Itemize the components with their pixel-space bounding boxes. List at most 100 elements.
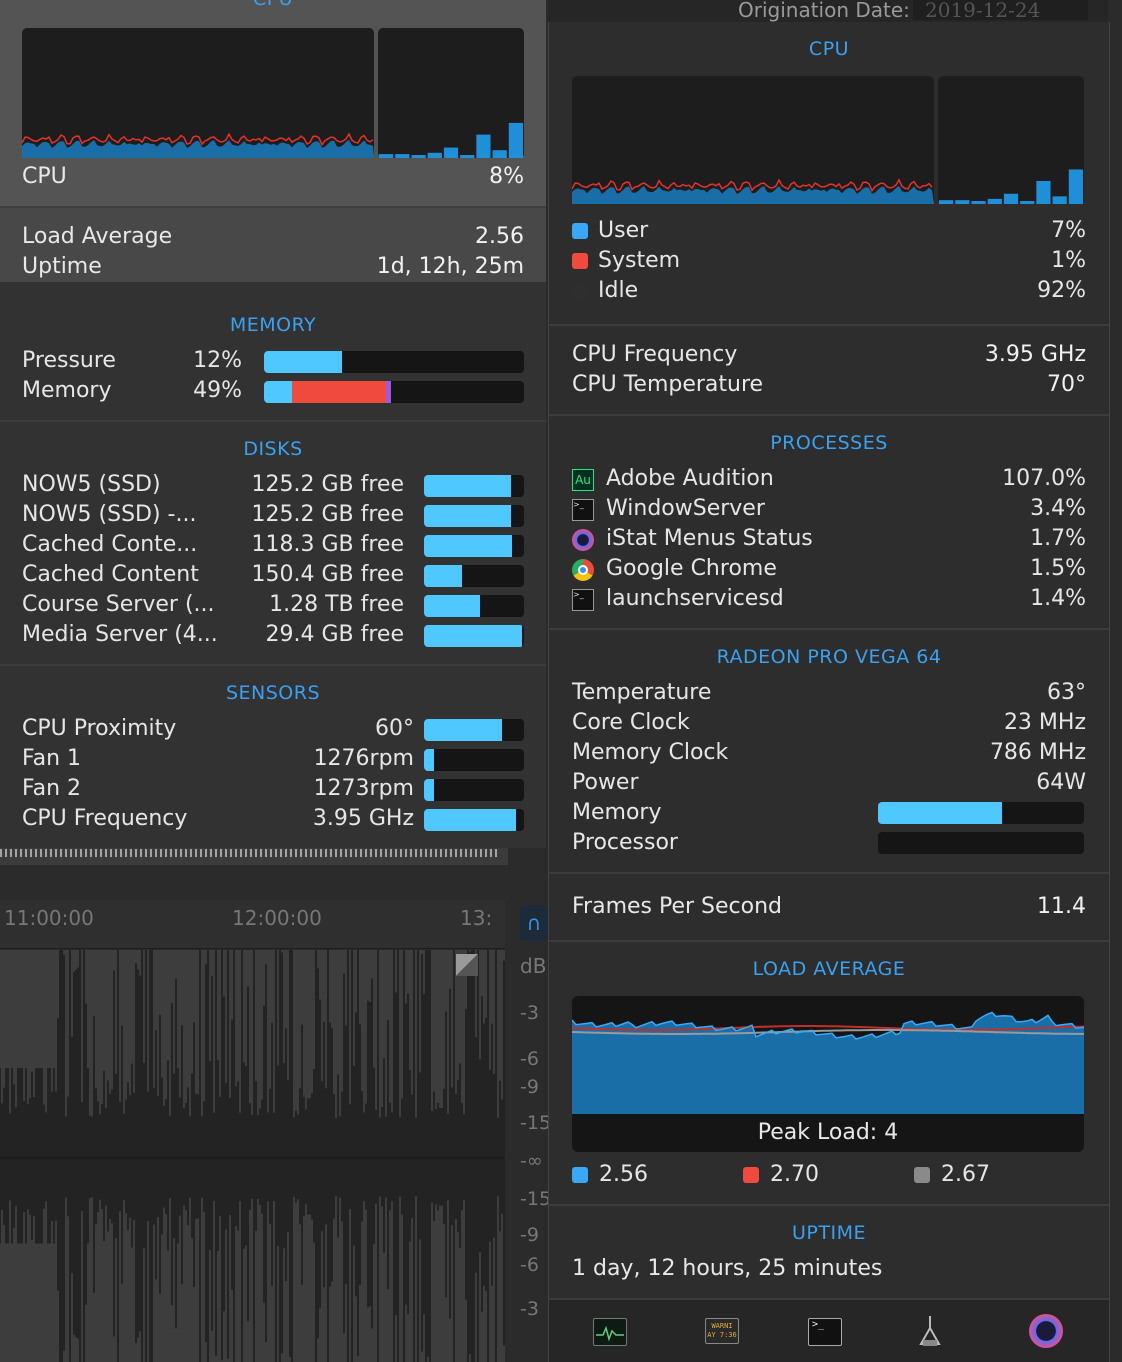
disk-bar-fill — [424, 595, 480, 617]
istat-left-panel: CPU CPU 8% Load Average 2.56 Uptime 1d, … — [0, 0, 546, 848]
disk-name: Cached Content — [22, 562, 199, 587]
breakdown-label: System — [598, 248, 681, 273]
process-value: 3.4% — [1030, 496, 1086, 521]
origination-value[interactable]: 2019-12-24 — [913, 0, 1088, 22]
timeline-tick: 12:00:00 — [232, 906, 322, 930]
fps-label: Frames Per Second — [572, 894, 783, 919]
cpu-history-graph — [22, 28, 374, 158]
gpu-stat-label: Power — [572, 770, 639, 795]
gpu-stat-label: Memory Clock — [572, 740, 729, 765]
sensor-bar-fill — [424, 809, 516, 831]
load-swatch — [743, 1167, 759, 1183]
timeline-tick: 13: — [460, 906, 493, 930]
disk-name: Cached Conte... — [22, 532, 198, 557]
disk-bar-fill — [424, 505, 511, 527]
db-tick: -9 — [520, 1076, 539, 1098]
uptime-label: Uptime — [22, 254, 102, 279]
disks-title: DISKS — [243, 438, 303, 460]
load-value: 2.67 — [941, 1162, 990, 1187]
cpu-section: CPU CPU 8% — [0, 0, 546, 206]
cpu-title: CPU — [0, 0, 546, 10]
process-value: 1.5% — [1030, 556, 1086, 581]
disk-bar — [424, 565, 524, 587]
disk-free: 125.2 GB free — [251, 502, 405, 527]
headphones-icon[interactable]: ∩ — [520, 905, 548, 941]
cpu-temperature-value: 70° — [1047, 372, 1086, 397]
memory-label: Pressure — [22, 348, 116, 373]
sensor-name: Fan 1 — [22, 746, 82, 771]
load-average-title: LOAD AVERAGE — [752, 958, 906, 980]
process-name[interactable]: launchservicesd — [606, 586, 784, 611]
db-tick: -6 — [520, 1254, 539, 1276]
process-name[interactable]: iStat Menus Status — [606, 526, 813, 551]
memory-value: 49% — [193, 378, 242, 403]
process-name[interactable]: Adobe Audition — [606, 466, 774, 491]
load-average-graph-box: Peak Load: 4 — [572, 996, 1084, 1152]
activity-monitor-icon[interactable] — [593, 1318, 627, 1346]
db-label: dB — [520, 954, 547, 978]
gpu-stat-value: 786 MHz — [989, 740, 1086, 765]
memory-title: MEMORY — [229, 314, 317, 336]
chrome-icon — [572, 559, 594, 581]
process-value: 1.7% — [1030, 526, 1086, 551]
istat-icon[interactable] — [1029, 1314, 1063, 1348]
gpu-processor-bar — [878, 832, 1084, 854]
sensor-bar — [424, 749, 524, 771]
disk-free: 29.4 GB free — [265, 622, 405, 647]
disk-name: Course Server (... — [22, 592, 215, 617]
process-value: 1.4% — [1030, 586, 1086, 611]
fps-value: 11.4 — [1037, 894, 1086, 919]
terminal-icon: >_ — [572, 589, 594, 611]
cpu-value: 8% — [489, 164, 524, 189]
load-section: Load Average 2.56 Uptime 1d, 12h, 25m — [0, 208, 546, 282]
resize-handle-icon[interactable] — [456, 954, 478, 976]
toolbar: WARNI AY 7:36 >_ — [549, 1300, 1109, 1362]
terminal-icon: >_ — [572, 499, 594, 521]
uptime-value: 1d, 12h, 25m — [376, 254, 524, 279]
memory-bar — [264, 381, 524, 403]
gpu-stat-label: Temperature — [572, 680, 712, 705]
breakdown-value: 1% — [1051, 248, 1086, 273]
terminal-icon[interactable]: >_ — [808, 1318, 842, 1346]
db-tick: -3 — [520, 1002, 539, 1024]
sensor-bar — [424, 779, 524, 801]
disk-bar-fill — [424, 625, 522, 647]
istat-right-panel: CPU CPU Frequency 3.95 GHz CPU Temperatu… — [548, 22, 1110, 1362]
sensor-bar — [424, 719, 524, 741]
timeline-ruler[interactable]: 11:00:00 12:00:00 13: — [0, 900, 505, 949]
waveform-overview[interactable] — [0, 845, 508, 865]
disk-bar — [424, 505, 524, 527]
db-tick: -6 — [520, 1048, 539, 1070]
disk-name: Media Server (4... — [22, 622, 218, 647]
gpu-stat-label: Core Clock — [572, 710, 690, 735]
sensor-name: CPU Frequency — [22, 806, 188, 831]
gpu-memory-bar — [878, 802, 1084, 824]
process-name[interactable]: WindowServer — [606, 496, 765, 521]
sensor-bar — [424, 809, 524, 831]
console-icon[interactable]: WARNI AY 7:36 — [705, 1318, 739, 1344]
timeline-tick: 11:00:00 — [4, 906, 94, 930]
sensor-value: 1276rpm — [313, 746, 414, 771]
sensor-name: CPU Proximity — [22, 716, 177, 741]
memory-app-fill — [292, 381, 387, 403]
sensors-title: SENSORS — [225, 682, 321, 704]
waveform-track[interactable] — [0, 950, 505, 1362]
uptime-full-value: 1 day, 12 hours, 25 minutes — [572, 1256, 883, 1281]
right-cpu-cores-graph — [938, 76, 1084, 204]
cpu-cores-graph — [378, 28, 524, 158]
db-tick: -15 — [520, 1112, 552, 1134]
memory-bar-fill — [264, 351, 342, 373]
sensor-name: Fan 2 — [22, 776, 82, 801]
memory-compressed-fill — [386, 381, 392, 403]
processes-title: PROCESSES — [770, 432, 888, 454]
disk-name: NOW5 (SSD) -... — [22, 502, 197, 527]
load-average-label: Load Average — [22, 224, 173, 249]
gpu-title: RADEON PRO VEGA 64 — [716, 646, 942, 668]
load-value: 2.56 — [599, 1162, 648, 1187]
right-cpu-history-graph — [572, 76, 934, 204]
process-name[interactable]: Google Chrome — [606, 556, 777, 581]
sensor-bar-fill — [424, 779, 434, 801]
memory-label: Memory — [22, 378, 112, 403]
memory-wired-fill — [264, 381, 293, 403]
utilities-icon[interactable] — [915, 1314, 945, 1348]
